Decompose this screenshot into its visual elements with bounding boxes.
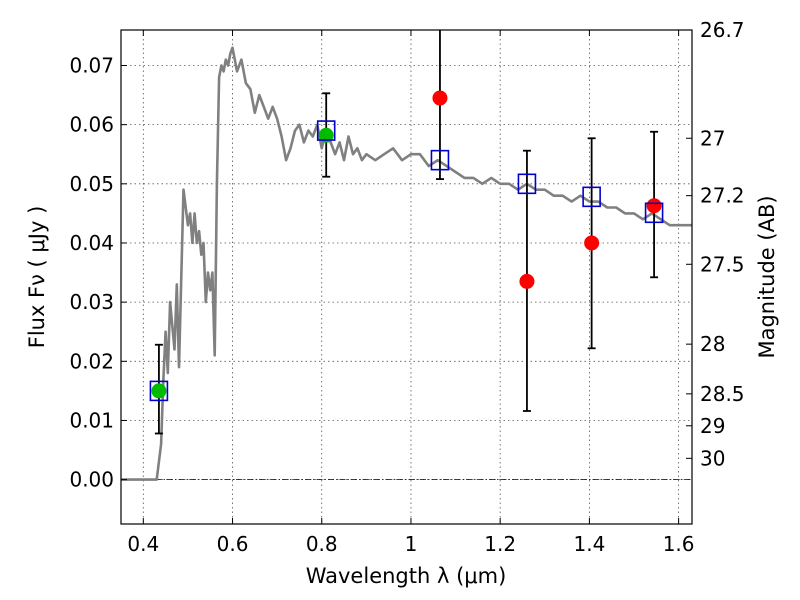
magnitude-tick-label: 27.2 bbox=[700, 184, 745, 208]
magnitude-tick-label: 28.5 bbox=[700, 382, 745, 406]
model-spectrum-line bbox=[121, 46, 692, 481]
x-tick-label: 1.4 bbox=[573, 532, 605, 556]
model-photometry-marker bbox=[316, 120, 336, 141]
y-tick-label: 0.01 bbox=[69, 408, 114, 432]
observed-points bbox=[151, 90, 662, 399]
magnitude-tick-label: 28 bbox=[700, 332, 725, 356]
y-tick-label: 0.02 bbox=[69, 349, 114, 373]
x-tick-label: 0.8 bbox=[306, 532, 338, 556]
model-photometry-marker bbox=[430, 149, 450, 171]
observed-point bbox=[318, 127, 334, 143]
x-tick-label: 0.6 bbox=[217, 532, 249, 556]
magnitude-tick-label: 30 bbox=[700, 446, 725, 470]
x-tick-label: 1 bbox=[405, 532, 418, 556]
y-tick-label: 0.06 bbox=[69, 113, 114, 137]
model-photometry-marker bbox=[517, 173, 537, 195]
x-axis-ticks: 0.4 0.6 0.8 1 1.2 1.4 1.6 bbox=[127, 30, 695, 556]
y-tick-label: 0.04 bbox=[69, 231, 114, 255]
y-tick-label: 0.03 bbox=[69, 290, 114, 314]
plot-frame bbox=[120, 29, 693, 525]
magnitude-axis-label: Magnitude (AB) bbox=[755, 195, 779, 358]
x-tick-label: 1.6 bbox=[663, 532, 695, 556]
observed-point bbox=[646, 198, 662, 214]
magnitude-tick-label: 26.7 bbox=[700, 18, 745, 42]
magnitude-axis-ticks: 26.7 27 27.2 27.5 28 28.5 29 30 bbox=[686, 18, 745, 470]
y-tick-label: 0.00 bbox=[69, 468, 114, 492]
model-photometry-markers bbox=[149, 120, 664, 402]
y-axis-label: Flux Fν ( μJy ) bbox=[25, 206, 49, 349]
observed-point bbox=[151, 383, 167, 399]
x-tick-label: 0.4 bbox=[127, 532, 159, 556]
magnitude-tick-label: 27 bbox=[700, 126, 725, 150]
model-photometry-marker bbox=[644, 202, 664, 224]
observed-point bbox=[432, 90, 448, 106]
x-axis-label: Wavelength λ (μm) bbox=[306, 564, 507, 588]
model-photometry-marker bbox=[582, 186, 601, 208]
observed-point bbox=[584, 235, 600, 251]
model-photometry-marker bbox=[149, 380, 169, 402]
magnitude-tick-label: 29 bbox=[700, 414, 725, 438]
error-bars bbox=[154, 30, 659, 435]
y-tick-label: 0.07 bbox=[69, 53, 114, 77]
observed-point bbox=[519, 273, 535, 289]
magnitude-tick-label: 27.5 bbox=[700, 252, 745, 276]
y-axis-ticks: 0.00 0.01 0.02 0.03 0.04 0.05 0.06 0.07 bbox=[69, 53, 127, 492]
model-spectrum bbox=[121, 46, 692, 481]
x-tick-label: 1.2 bbox=[484, 532, 516, 556]
y-tick-label: 0.05 bbox=[69, 172, 114, 196]
